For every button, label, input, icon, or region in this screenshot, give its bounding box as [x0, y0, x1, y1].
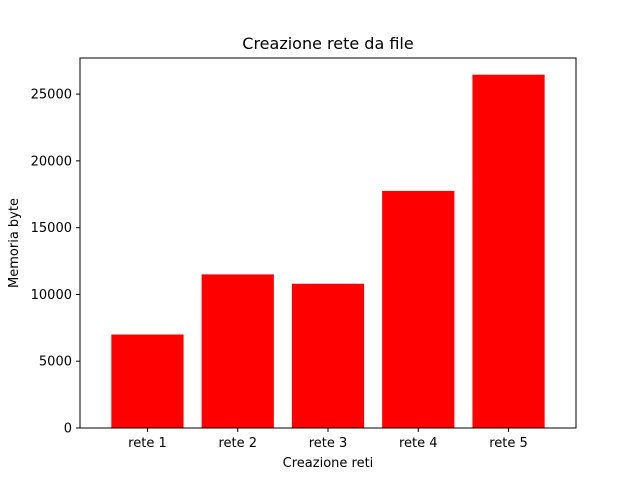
bar-rete-5 [472, 74, 545, 428]
y-tick-label: 15000 [31, 221, 72, 236]
chart-title: Creazione rete da file [242, 34, 413, 53]
y-tick-label: 0 [64, 422, 72, 437]
x-tick-label: rete 4 [399, 436, 438, 451]
bar-rete-1 [111, 334, 184, 428]
y-tick-label: 5000 [39, 355, 72, 370]
bar-rete-4 [382, 190, 455, 428]
y-tick-label: 25000 [31, 88, 72, 103]
x-tick-label: rete 1 [128, 436, 167, 451]
x-tick-label: rete 3 [309, 436, 348, 451]
bars-layer [111, 74, 545, 428]
bar-rete-3 [291, 283, 365, 428]
x-tick-label: rete 2 [218, 436, 257, 451]
x-axis-label: Creazione reti [283, 456, 374, 471]
x-axis-ticks: rete 1 rete 2 rete 3 rete 4 rete 5 [128, 428, 528, 451]
y-tick-label: 20000 [31, 154, 72, 169]
x-tick-label: rete 5 [489, 436, 528, 451]
y-axis-label: Memoria byte [7, 198, 22, 288]
y-tick-label: 10000 [31, 288, 72, 303]
bar-rete-2 [201, 274, 274, 428]
plot-frame [79, 57, 577, 429]
y-axis-ticks: 0 5000 10000 15000 20000 25000 [31, 88, 80, 437]
